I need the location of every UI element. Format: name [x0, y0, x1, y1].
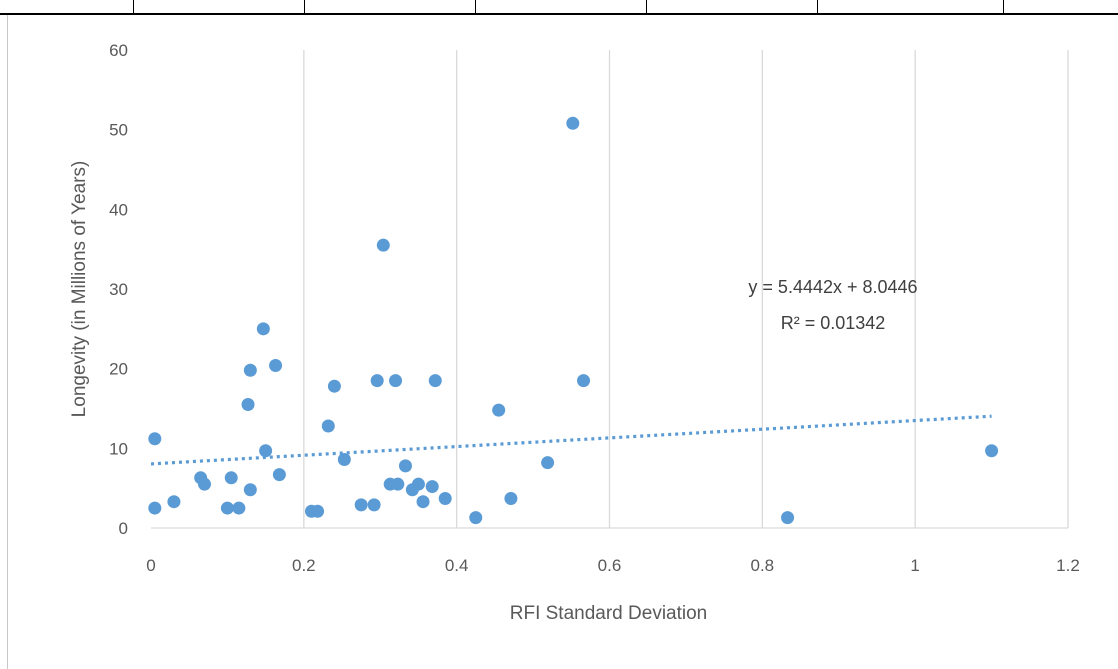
data-point — [492, 403, 506, 417]
cell-divider — [646, 0, 647, 15]
y-tick-label: 40 — [109, 200, 128, 219]
y-tick-label: 0 — [119, 519, 128, 538]
r-squared-label: R² = 0.01342 — [781, 313, 886, 333]
vertical-gridlines — [303, 50, 1069, 528]
data-point — [370, 374, 384, 388]
spreadsheet-border-top — [0, 0, 1118, 16]
x-axis-ticks: 0 0.2 0.4 0.6 0.8 1 1.2 — [146, 556, 1080, 575]
x-tick-label: 1 — [910, 556, 919, 575]
data-point — [389, 374, 403, 388]
data-point — [416, 495, 430, 509]
data-point — [241, 398, 255, 412]
data-point — [232, 501, 246, 515]
y-tick-label: 20 — [109, 360, 128, 379]
data-point — [398, 459, 412, 473]
x-axis-title: RFI Standard Deviation — [510, 603, 708, 624]
data-point — [148, 432, 162, 446]
data-point — [167, 495, 181, 509]
x-tick-label: 0 — [146, 556, 155, 575]
data-point — [985, 444, 999, 458]
data-point — [220, 501, 234, 515]
y-axis-title: Longevity (in Millions of Years) — [69, 161, 90, 418]
data-point — [269, 358, 283, 372]
data-point — [321, 419, 335, 433]
cell-divider — [1003, 0, 1004, 15]
data-point — [354, 498, 368, 512]
data-point — [272, 468, 286, 482]
top-border-line — [0, 13, 1118, 15]
y-tick-label: 10 — [109, 439, 128, 458]
data-point — [376, 238, 390, 252]
cell-divider — [304, 0, 305, 15]
data-points — [148, 116, 999, 525]
data-point — [438, 492, 452, 506]
data-point — [148, 501, 162, 515]
x-tick-label: 0.2 — [292, 556, 316, 575]
y-tick-label: 30 — [109, 280, 128, 299]
cell-divider — [817, 0, 818, 15]
data-point — [327, 379, 341, 393]
y-tick-label: 50 — [109, 121, 128, 140]
data-point — [425, 480, 439, 494]
data-point — [469, 511, 483, 525]
data-point — [337, 452, 351, 466]
data-point — [781, 511, 795, 525]
x-tick-label: 0.8 — [751, 556, 775, 575]
x-tick-label: 1.2 — [1056, 556, 1080, 575]
x-tick-label: 0.6 — [598, 556, 622, 575]
chart-frame-edge — [7, 15, 8, 669]
data-point — [504, 492, 518, 506]
data-point — [428, 374, 442, 388]
data-point — [566, 116, 580, 130]
x-tick-label: 0.4 — [445, 556, 469, 575]
y-tick-label: 60 — [109, 41, 128, 60]
data-point — [411, 477, 425, 491]
cell-divider — [475, 0, 476, 15]
data-point — [243, 483, 257, 497]
data-point — [243, 363, 257, 377]
data-point — [311, 504, 325, 518]
data-point — [256, 322, 270, 336]
trendline — [150, 414, 992, 466]
data-point — [367, 498, 381, 512]
data-point — [224, 471, 238, 485]
y-axis-ticks: 0 10 20 30 40 50 60 — [109, 41, 128, 538]
data-point — [541, 456, 555, 470]
data-point — [577, 374, 591, 388]
trendline-equation: y = 5.4442x + 8.0446 — [748, 277, 917, 297]
cell-divider — [133, 0, 134, 15]
data-point — [197, 477, 211, 491]
data-point — [259, 444, 273, 458]
data-point — [391, 477, 405, 491]
